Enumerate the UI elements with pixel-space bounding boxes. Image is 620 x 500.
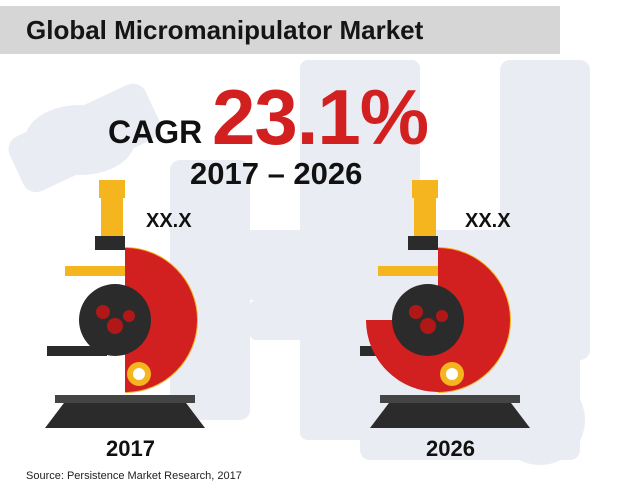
title-bar [0,6,560,54]
specimen-cell-b-2017 [107,318,123,334]
microscope-knob-center-2026 [446,368,458,380]
microscope-stage-2026 [378,266,448,276]
microscope-eyepiece-cap-2026 [412,180,438,198]
chart-slice-2017 [125,248,197,392]
page-title: Global Micromanipulator Market [26,15,424,45]
cagr-period: 2017 – 2026 [190,156,363,191]
category-label-2017: 2017 [106,436,155,461]
cagr-value: 23.1% [212,73,429,161]
source-note: Source: Persistence Market Research, 201… [26,470,242,482]
microscope-base-top-2017 [55,395,195,403]
microscope-base-top-2026 [380,395,520,403]
cagr-label: CAGR [108,114,203,150]
specimen-cell-a-2017 [96,305,110,319]
category-label-2026: 2026 [426,436,475,461]
specimen-cell-b-2026 [420,318,436,334]
microscope-stage-2017 [65,266,135,276]
microscope-collar-2026 [408,236,438,250]
data-label-2017: XX.X [146,210,192,232]
specimen-cell-c-2026 [436,310,448,322]
microscope-base-2017 [45,395,205,428]
microscope-eyepiece-2026 [414,196,436,236]
microscope-base-2026 [370,395,530,428]
data-label-2026: XX.X [465,210,511,232]
specimen-cell-c-2017 [123,310,135,322]
microscope-eyepiece-2017 [101,196,123,236]
microscope-eyepiece-cap-2017 [99,180,125,198]
microscope-stage-clip-2017 [47,346,107,356]
microscope-collar-2017 [95,236,125,250]
microscope-knob-center-2017 [133,368,145,380]
specimen-cell-a-2026 [409,305,423,319]
